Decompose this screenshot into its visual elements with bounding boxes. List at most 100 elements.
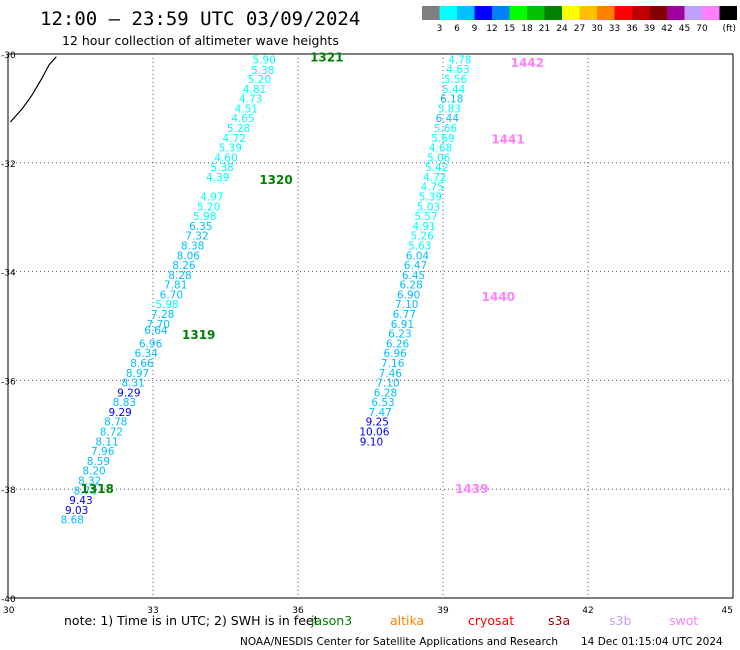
- footer-timestamp: 14 Dec 01:15:04 UTC 2024: [581, 636, 723, 648]
- wave-height-value: 4.73: [239, 94, 262, 106]
- wave-height-value: 5.06: [427, 152, 451, 164]
- wave-height-value: 6.47: [404, 260, 427, 272]
- x-tick-label: 33: [147, 606, 158, 616]
- units-note: note: 1) Time is in UTC; 2) SWH is in fe…: [64, 613, 319, 628]
- y-tick-label: -40: [1, 595, 16, 605]
- legend-label: 27: [574, 24, 585, 34]
- wave-height-value: 4.75: [421, 182, 444, 194]
- x-tick-label: 42: [582, 606, 593, 616]
- wave-height-value: 7.32: [185, 231, 208, 243]
- wave-height-value: 8.72: [100, 427, 123, 439]
- wave-height-value: 7.10: [395, 299, 418, 311]
- y-tick-label: -34: [1, 269, 16, 279]
- legend-swatch: [527, 6, 545, 20]
- wave-height-value: 7.46: [379, 368, 403, 380]
- wave-height-value: 5.69: [431, 133, 454, 145]
- wave-height-value: 9.43: [69, 495, 92, 507]
- wave-height-value: 4.91: [412, 221, 435, 233]
- plot-frame: [7, 53, 734, 599]
- satellite-name: cryosat: [468, 613, 514, 628]
- wave-height-value: 4.72: [423, 172, 446, 184]
- wave-height-value: 5.66: [434, 123, 458, 135]
- legend-swatch: [457, 6, 475, 20]
- legend-label: 9: [472, 24, 478, 34]
- wave-height-value: 6.26: [386, 338, 410, 350]
- wave-height-value: 8.66: [130, 358, 154, 370]
- legend-label: 33: [609, 24, 620, 34]
- wave-height-value: 4.81: [243, 84, 266, 96]
- wave-height-value: 5.63: [408, 240, 431, 252]
- wave-height-value: 6.64: [144, 325, 168, 337]
- wave-height-value: 6.53: [371, 397, 394, 409]
- wave-height-color-legend: 3 6 9 12 15 18 21 24 27 30 33 36 39 42 45 70 (ft): [422, 6, 737, 34]
- wave-height-value: 7.10: [376, 378, 399, 390]
- legend-swatch: [544, 6, 562, 20]
- wave-height-value: 8.97: [126, 368, 149, 380]
- wave-height-value: 8.20: [82, 466, 105, 478]
- pass-number-label: 1321: [310, 51, 343, 65]
- wave-height-value: 8.06: [177, 250, 201, 262]
- legend-swatch: [632, 6, 650, 20]
- wave-height-value: 7.16: [381, 358, 405, 370]
- wave-height-values: 5.905.385.204.814.734.514.655.284.725.39…: [61, 54, 472, 526]
- legend-label: 42: [661, 24, 672, 34]
- legend-swatch: [597, 6, 615, 20]
- wave-height-value: 4.51: [235, 103, 258, 115]
- legend-label: (ft): [723, 24, 737, 34]
- legend-label: 30: [591, 24, 603, 34]
- pass-labels: 1321 1320 1319 1318 1442 1441 1440 1439: [81, 51, 545, 496]
- legend-label: 24: [556, 24, 568, 34]
- legend-label: 12: [486, 24, 497, 34]
- legend-swatch: [422, 6, 440, 20]
- wave-height-value: 5.57: [414, 211, 437, 223]
- wave-height-value: 7.28: [151, 309, 174, 321]
- legend-swatch: [492, 6, 510, 20]
- y-tick-label: -38: [1, 486, 16, 496]
- wave-height-value: 5.56: [444, 74, 468, 86]
- wave-height-value: 5.90: [252, 54, 275, 66]
- wave-height-value: 5.03: [417, 201, 440, 213]
- wave-height-value: 8.83: [113, 397, 136, 409]
- wave-height-value: 6.44: [436, 113, 460, 125]
- wave-height-value: 5.39: [419, 192, 442, 204]
- wave-height-value: 5.98: [155, 299, 178, 311]
- legend-label: 21: [539, 24, 550, 34]
- legend-swatch: [702, 6, 720, 20]
- wave-height-value: 5.20: [248, 74, 271, 86]
- wave-height-value: 4.63: [446, 64, 469, 76]
- legend-label: 6: [454, 24, 460, 34]
- wave-height-value: 6.04: [406, 250, 430, 262]
- legend-label: 3: [437, 24, 443, 34]
- wave-height-value: 6.45: [402, 270, 425, 282]
- wave-height-value: 8.26: [172, 260, 196, 272]
- footer-credit: NOAA/NESDIS Center for Satellite Applica…: [240, 636, 558, 648]
- legend-label: 36: [626, 24, 638, 34]
- wave-height-value: 9.10: [360, 436, 383, 448]
- satellite-legend: jason3 altika cryosat s3a s3b swot: [310, 613, 698, 628]
- wave-height-value: 5.38: [210, 162, 233, 174]
- wave-height-value: 6.34: [135, 348, 159, 360]
- coastline: [9, 56, 57, 123]
- chart-subtitle: 12 hour collection of altimeter wave hei…: [62, 33, 339, 48]
- legend-swatch: [439, 6, 457, 20]
- wave-height-value: 7.96: [91, 446, 115, 458]
- wave-height-value: 6.90: [397, 289, 420, 301]
- wave-height-value: 9.29: [108, 407, 131, 419]
- wave-height-value: 6.70: [160, 289, 183, 301]
- legend-swatch: [509, 6, 527, 20]
- pass-number-label: 1319: [182, 328, 215, 342]
- wave-height-value: 8.31: [121, 378, 144, 390]
- wave-height-value: 6.96: [139, 338, 163, 350]
- wave-height-value: 4.65: [231, 113, 254, 125]
- legend-swatch: [579, 6, 597, 20]
- wave-height-value: 8.11: [95, 436, 118, 448]
- y-tick-label: -32: [1, 160, 16, 170]
- wave-height-value: 4.60: [214, 152, 237, 164]
- legend-label: 45: [679, 24, 690, 34]
- wave-height-value: 7.81: [164, 280, 187, 292]
- wave-height-value: 7.70: [147, 319, 170, 331]
- grid-lines: [8, 54, 733, 598]
- satellite-name: s3a: [548, 613, 570, 628]
- wave-height-value: 9.29: [117, 387, 140, 399]
